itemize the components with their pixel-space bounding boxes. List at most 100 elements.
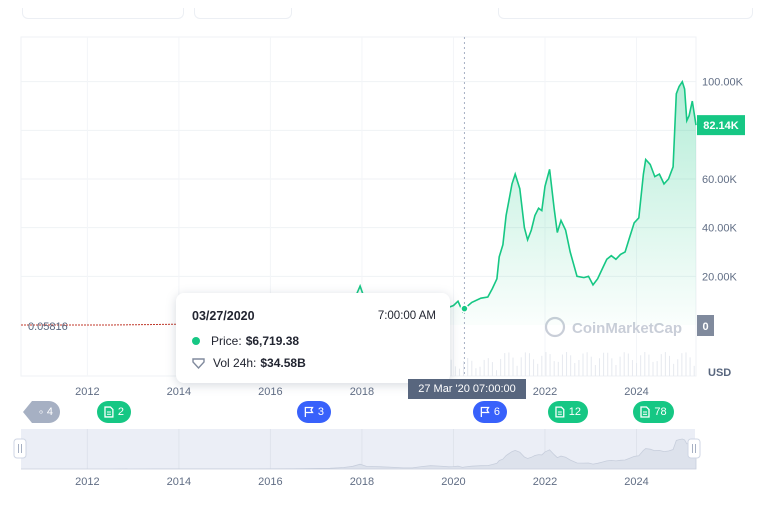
tooltip-price-row: Price: $6,719.38 [192, 334, 299, 348]
document-icon [104, 406, 114, 418]
volume-bar [594, 365, 596, 376]
current-price-tag: 82.14K [697, 115, 745, 136]
volume-bar [603, 352, 605, 376]
volume-bar [660, 354, 662, 376]
volume-bar [631, 360, 633, 376]
volume-bar [644, 352, 646, 376]
history-icon [39, 410, 43, 414]
hover-point [460, 304, 469, 313]
volume-bar [578, 359, 580, 376]
x-tick-label: 2024 [624, 386, 648, 398]
event-marker-flag[interactable]: 3 [297, 401, 331, 423]
volume-bar [491, 362, 493, 376]
volume-bar [524, 352, 526, 376]
time-range-selector[interactable] [498, 8, 753, 19]
navigator-window[interactable] [21, 429, 695, 469]
crosshair-date-label: 27 Mar '20 07:00:00 [408, 379, 526, 399]
min-value-tag: 0 [697, 315, 714, 336]
volume-bar [669, 355, 670, 376]
event-marker-document[interactable]: 78 [633, 401, 674, 423]
volume-bar [574, 363, 576, 376]
navigator-tick-label: 2012 [75, 476, 99, 488]
x-tick-label: 2018 [350, 386, 374, 398]
navigator-sparkline [21, 438, 697, 470]
volume-bar [463, 361, 465, 376]
top-controls [0, 0, 781, 22]
tooltip-volume-label: Vol 24h: [213, 356, 257, 370]
current-price-value: 82.14K [703, 120, 739, 132]
volume-bar [598, 358, 600, 376]
event-marker-count: 3 [317, 406, 324, 418]
grid-lines [21, 37, 696, 376]
volume-bar [685, 352, 687, 376]
y-tick-label: 20.00K [702, 271, 738, 283]
volume-bar [479, 366, 481, 376]
navigator-tick-label: 2020 [441, 476, 465, 488]
tooltip-price-value: $6,719.38 [245, 334, 300, 348]
volume-bar [586, 352, 588, 376]
volume-bar [623, 352, 625, 376]
event-marker-flag[interactable]: 6 [473, 401, 507, 423]
volume-bar [541, 355, 543, 376]
flag-icon [304, 406, 314, 417]
event-marker-document[interactable]: 12 [548, 401, 588, 423]
volume-bar [533, 359, 535, 376]
tooltip-price-label: Price: [211, 334, 242, 348]
chart-type-toggle[interactable] [194, 8, 292, 19]
navigator-axis-labels: 2012 2014 2016 2018 2020 2022 2024 [75, 476, 649, 488]
navigator-tick-label: 2014 [167, 476, 191, 488]
event-marker-count: 2 [117, 406, 124, 418]
volume-bar [483, 359, 485, 376]
volume-bar [553, 361, 555, 376]
navigator-tick-label: 2016 [258, 476, 282, 488]
volume-bar [656, 361, 658, 376]
volume-bar [504, 353, 506, 376]
volume-bar [512, 357, 514, 376]
x-tick-label: 2012 [75, 386, 99, 398]
volume-bar [520, 357, 522, 376]
volume-shield-icon [192, 357, 205, 369]
volume-bar [677, 359, 679, 376]
volume-bar [566, 352, 568, 376]
event-marker-count: 78 [654, 406, 667, 418]
volume-bar [607, 352, 609, 376]
event-marker-count: 6 [493, 406, 500, 418]
navigator-tick-label: 2022 [533, 476, 557, 488]
volume-bar [590, 356, 592, 376]
volume-bar [450, 359, 452, 376]
navigator-handle-right[interactable] [687, 438, 701, 459]
volume-bar [557, 361, 559, 376]
volume-bar [681, 353, 683, 376]
volume-bar [467, 358, 469, 376]
price-tooltip: 03/27/2020 7:00:00 AM Price: $6,719.38 V… [176, 293, 450, 383]
navigator-tick-label: 2024 [624, 476, 648, 488]
range-tab-group[interactable] [22, 8, 184, 19]
volume-bar [615, 364, 617, 376]
navigator-handle-left[interactable] [13, 438, 27, 459]
volume-bar [475, 368, 477, 376]
currency-label: USD [708, 367, 731, 379]
volume-bar [693, 365, 695, 376]
event-marker-history[interactable]: 4 [23, 401, 60, 423]
document-icon [555, 406, 565, 418]
price-dot-icon [192, 337, 200, 345]
volume-bar [516, 365, 518, 376]
volume-bar [471, 360, 473, 376]
volume-bar [673, 363, 675, 376]
volume-bar [549, 354, 551, 376]
tooltip-volume-row: Vol 24h: $34.58B [192, 356, 306, 370]
volume-bar [652, 361, 654, 376]
x-tick-label: 2022 [533, 386, 557, 398]
event-marker-document[interactable]: 2 [97, 401, 131, 423]
flag-icon [480, 406, 490, 417]
y-tick-label: 40.00K [702, 223, 738, 235]
price-area [21, 81, 696, 325]
volume-bar [487, 358, 489, 376]
y-tick-label: 60.00K [702, 174, 738, 186]
y-tick-label: 100.00K [702, 77, 744, 89]
navigator-tick-label: 2018 [350, 476, 374, 488]
document-icon [640, 406, 651, 418]
